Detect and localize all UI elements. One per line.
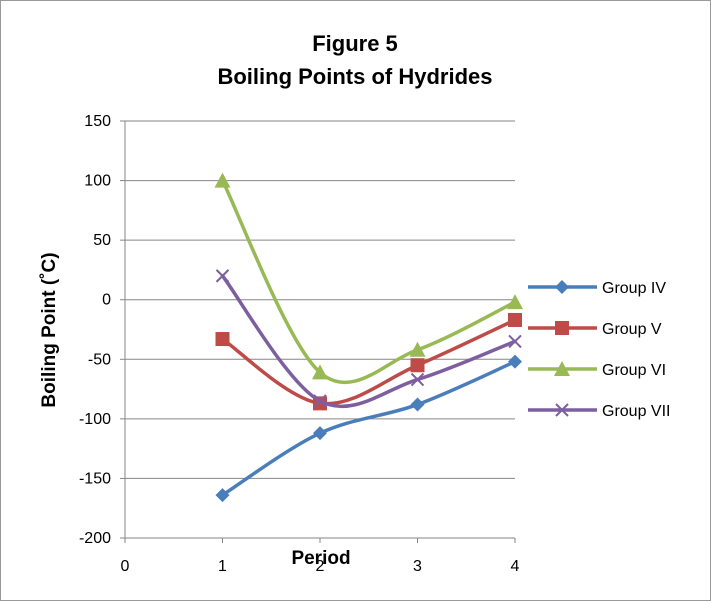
legend-marker: [555, 403, 569, 417]
y-tick-label: -200: [79, 530, 111, 547]
marker-stroke: [215, 269, 230, 283]
x-tick-label: 2: [316, 558, 325, 575]
marker-stroke: [555, 403, 569, 417]
data-point: [313, 394, 327, 408]
data-point: [312, 364, 328, 380]
marker-stroke: [410, 372, 425, 387]
legend-entry: Group IV: [528, 280, 666, 297]
series-line: [220, 359, 517, 497]
series-line: [220, 178, 517, 385]
series-group-vii: [215, 269, 522, 408]
data-point: [214, 172, 231, 188]
data-point: [410, 397, 425, 412]
data-point: [409, 341, 426, 357]
data-point: [410, 372, 425, 387]
data-point: [508, 334, 522, 349]
y-tick-label: -100: [79, 411, 111, 428]
x-tick-label: 0: [121, 558, 130, 575]
series-group-vi: [214, 172, 523, 385]
marker-stroke: [313, 394, 327, 408]
chart-subtitle: Boiling Points of Hydrides: [217, 64, 492, 89]
data-point: [215, 332, 230, 347]
marker-stroke: [508, 334, 522, 349]
legend-entry: Group VII: [528, 403, 670, 420]
y-tick-label: 0: [102, 292, 111, 309]
data-point: [313, 426, 327, 441]
legend-label: Group V: [602, 321, 662, 338]
series-line: [220, 318, 517, 406]
legend-marker: [555, 321, 569, 335]
x-tick-label: 3: [413, 558, 422, 575]
y-tick-label: 100: [84, 173, 111, 190]
legend-marker: [554, 361, 570, 376]
data-point: [215, 269, 230, 283]
chart-title: Figure 5: [312, 31, 398, 56]
data-point: [507, 294, 523, 310]
data-point: [410, 358, 425, 373]
data-point: [508, 354, 522, 369]
y-tick-label: 50: [93, 232, 111, 249]
series-group-v: [215, 312, 522, 411]
series-group-iv: [215, 354, 522, 503]
x-tick-label: 1: [218, 558, 227, 575]
legend-entry: Group VI: [528, 361, 666, 379]
y-axis-label: Boiling Point (˚C): [39, 252, 60, 407]
legend-marker: [555, 280, 569, 294]
y-tick-label: 150: [84, 113, 111, 130]
y-tick-label: -150: [79, 470, 111, 487]
y-tick-label: -50: [88, 351, 111, 368]
legend-label: Group VI: [602, 362, 666, 379]
legend-label: Group IV: [602, 280, 666, 297]
x-tick-label: 4: [511, 558, 520, 575]
legend-entry: Group V: [528, 321, 662, 338]
data-point: [215, 488, 230, 503]
series-line: [220, 274, 517, 408]
data-point: [508, 312, 522, 327]
legend-label: Group VII: [602, 403, 670, 420]
x-axis-label: Period: [291, 548, 350, 569]
